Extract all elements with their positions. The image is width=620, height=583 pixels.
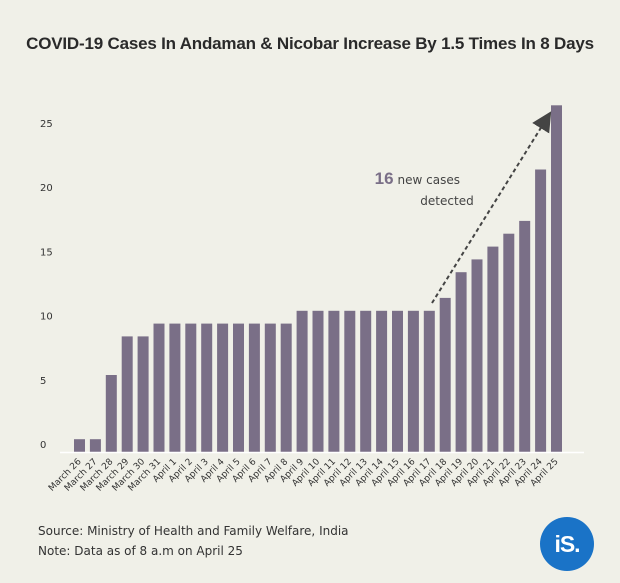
y-tick-label: 10 [40, 312, 53, 323]
bars [74, 105, 562, 453]
bar-april-11 [328, 310, 340, 452]
bar-april-10 [312, 310, 324, 452]
bar-march-27 [89, 439, 101, 452]
bar-april-12 [344, 310, 356, 452]
bar-april-18 [439, 297, 451, 452]
bar-april-24 [535, 169, 547, 452]
bar-march-26 [74, 439, 85, 452]
bar-april-20 [471, 259, 483, 452]
trend-arrow [431, 111, 552, 304]
bar-march-29 [121, 336, 133, 452]
bar-april-13 [360, 310, 372, 452]
y-tick-label: 25 [40, 119, 53, 130]
bar-april-6 [248, 323, 260, 452]
bar-april-3 [201, 323, 213, 452]
bar-april-19 [455, 272, 467, 452]
bar-april-17 [423, 310, 435, 452]
y-tick-label: 20 [40, 183, 53, 194]
annotation-number: 16 [375, 169, 394, 188]
chart-title: COVID-19 Cases In Andaman & Nicobar Incr… [26, 34, 594, 53]
footer: Source: Ministry of Health and Family We… [38, 521, 349, 561]
y-tick-label: 15 [40, 247, 53, 258]
bar-april-25 [551, 105, 562, 453]
bar-april-23 [519, 220, 531, 452]
bar-april-1 [169, 323, 181, 452]
y-tick-label: 0 [40, 440, 46, 451]
bar-april-21 [487, 246, 499, 452]
bar-april-7 [264, 323, 276, 452]
annotation-text-2: detected [420, 194, 473, 208]
source-text: Source: Ministry of Health and Family We… [38, 524, 349, 538]
bar-april-2 [185, 323, 197, 452]
note-text: Note: Data as of 8 a.m on April 25 [38, 544, 243, 558]
bar-march-30 [137, 336, 149, 452]
bar-april-5 [233, 323, 244, 452]
bar-april-4 [217, 323, 229, 452]
bar-april-8 [280, 323, 292, 452]
trend-annotation: 16 new cases detected [375, 111, 552, 304]
bar-april-9 [296, 310, 308, 452]
bar-march-28 [105, 375, 117, 452]
annotation-text-1: new cases [398, 173, 460, 187]
bar-april-16 [407, 310, 419, 452]
y-axis: 0 5 10 15 20 25 [40, 119, 53, 451]
bar-march-31 [153, 323, 165, 452]
logo-text: iS. [554, 530, 580, 557]
brand-logo: iS. [540, 517, 594, 571]
bar-april-15 [392, 310, 403, 452]
y-tick-label: 5 [40, 376, 46, 387]
bar-april-14 [376, 310, 388, 452]
bar-april-22 [503, 233, 515, 452]
